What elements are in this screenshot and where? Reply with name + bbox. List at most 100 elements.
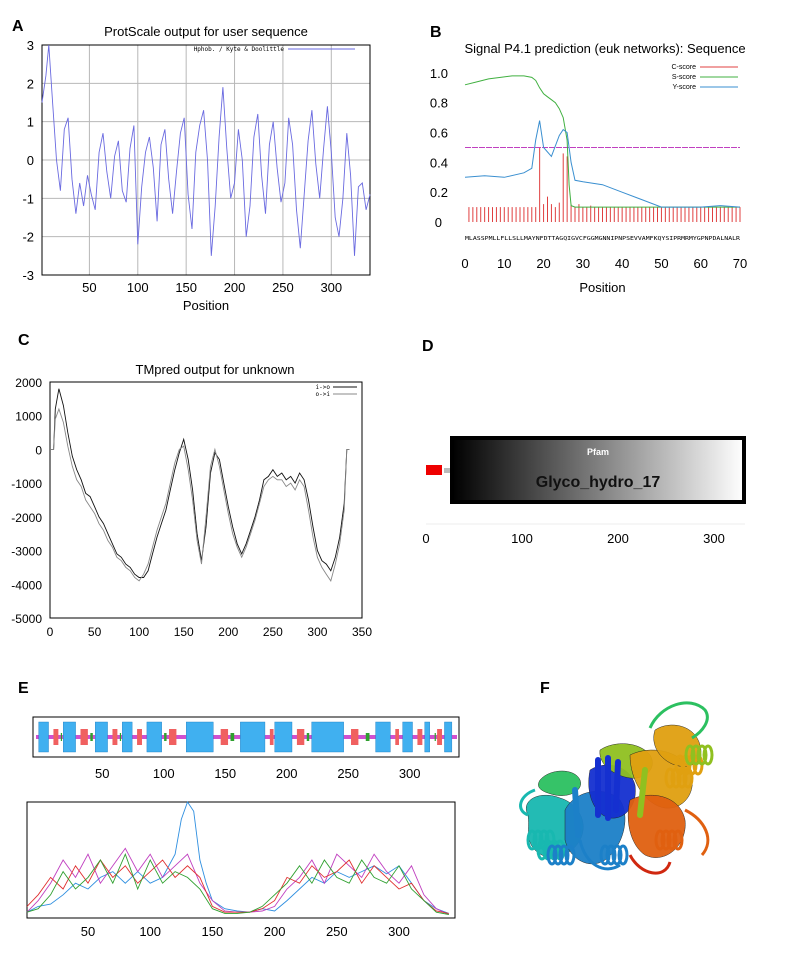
y-tick-label: 0.4 bbox=[430, 155, 448, 170]
chart-title: TMpred output for unknown bbox=[136, 362, 295, 377]
x-tick-label: 300 bbox=[703, 531, 725, 546]
helix-ribbon bbox=[654, 829, 666, 851]
helix-segment bbox=[375, 721, 391, 753]
panel-a-label: A bbox=[12, 18, 24, 35]
helix-ribbon bbox=[672, 829, 684, 851]
panel-f: F bbox=[480, 650, 800, 963]
turn-segment bbox=[306, 733, 310, 741]
helix-ribbon bbox=[546, 844, 558, 866]
tmpred-plot: TMpred output for unknown -5000 -4000 -3000… bbox=[11, 362, 372, 639]
turn-segment bbox=[365, 733, 370, 741]
y-tick-label: 3 bbox=[27, 38, 34, 53]
panel-b-label: B bbox=[430, 24, 442, 41]
strand-segment bbox=[220, 729, 229, 745]
secondary-structure-plot: 50 100 150 200 250 300 50 100 150 200 250 300 bbox=[26, 716, 460, 939]
x-tick-label: 50 bbox=[82, 280, 96, 295]
x-tick-label: 300 bbox=[307, 625, 327, 639]
loop-ribbon bbox=[519, 788, 536, 817]
helix-segment bbox=[122, 721, 133, 753]
x-tick-label: 300 bbox=[320, 280, 342, 295]
helix-ribbon bbox=[536, 839, 548, 861]
x-tick-label: 200 bbox=[224, 280, 246, 295]
legend-label: i->o bbox=[316, 384, 331, 391]
y-tick-label: -3000 bbox=[11, 545, 42, 559]
helix-ribbon bbox=[526, 829, 538, 851]
strand-segment bbox=[417, 729, 423, 745]
propensity-series-line bbox=[26, 847, 449, 915]
hydrophobicity-plot: ProtScale output for user sequence 50 100 1… bbox=[22, 24, 371, 313]
track-x-tick-label: 300 bbox=[399, 766, 421, 781]
loop-ribbon bbox=[684, 808, 710, 856]
helix-ribbon bbox=[696, 744, 708, 766]
helix-segment bbox=[186, 721, 214, 753]
y-tick-label: -4000 bbox=[11, 578, 42, 592]
loop-ribbon bbox=[628, 854, 672, 875]
y-tick-label: 1000 bbox=[15, 410, 42, 424]
panel-e: E 50 100 150 200 250 300 50 100 150 200 250 300 bbox=[0, 650, 480, 963]
turn-segment bbox=[119, 733, 122, 741]
x-tick-label: 40 bbox=[615, 256, 629, 271]
strand-segment bbox=[351, 729, 359, 745]
beta-strand-ribbon bbox=[572, 787, 581, 838]
helix-ribbon bbox=[684, 744, 696, 766]
x-tick-label: 50 bbox=[88, 625, 102, 639]
helix-segment bbox=[402, 721, 413, 753]
y-tick-label: -2 bbox=[22, 230, 34, 245]
strand-segment bbox=[137, 729, 142, 745]
legend-label: o->i bbox=[316, 391, 331, 398]
helix-segment bbox=[240, 721, 266, 753]
beta-strand-ribbon bbox=[613, 759, 621, 813]
helix-segment bbox=[95, 721, 108, 753]
tmpred-series-line bbox=[50, 388, 350, 578]
y-tick-label: 0 bbox=[35, 443, 42, 457]
plot-frame bbox=[26, 801, 456, 919]
track-x-tick-label: 150 bbox=[214, 766, 236, 781]
strand-segment bbox=[53, 729, 59, 745]
signal-peptide-segment bbox=[426, 465, 442, 475]
helix-segment bbox=[146, 721, 162, 753]
helix-segment bbox=[274, 721, 293, 753]
helix-ribbon bbox=[611, 844, 623, 866]
glyco-hydro-domain bbox=[450, 436, 746, 504]
y-tick-label: 0 bbox=[27, 153, 34, 168]
strand-segment bbox=[296, 729, 305, 745]
y-tick-label: -5000 bbox=[11, 612, 42, 626]
helix-segment bbox=[63, 721, 76, 753]
y-tick-label: 2000 bbox=[15, 376, 42, 390]
x-tick-label: 250 bbox=[263, 625, 283, 639]
strand-segment bbox=[169, 729, 177, 745]
panel-c: C TMpred output for unknown -5000 -4000 -30… bbox=[0, 330, 400, 650]
tmpred-series-line bbox=[50, 407, 350, 582]
panel-d-label: D bbox=[422, 338, 434, 355]
x-tick-label: 100 bbox=[139, 924, 161, 939]
protein-3d-structure bbox=[519, 701, 714, 875]
strand-segment bbox=[80, 729, 88, 745]
x-tick-label: 100 bbox=[127, 280, 149, 295]
x-tick-label: 350 bbox=[352, 625, 372, 639]
x-tick-label: 100 bbox=[511, 531, 533, 546]
x-tick-label: 10 bbox=[497, 256, 511, 271]
s-score-line bbox=[464, 75, 740, 208]
x-tick-label: 0 bbox=[47, 625, 54, 639]
x-tick-label: 100 bbox=[129, 625, 149, 639]
panel-e-label: E bbox=[18, 680, 29, 697]
helix-ribbon bbox=[664, 767, 676, 789]
helix-ribbon bbox=[564, 844, 576, 866]
x-tick-label: 0 bbox=[422, 531, 429, 546]
turn-segment bbox=[230, 733, 235, 741]
legend-label: Y-score bbox=[673, 84, 697, 91]
strand-segment bbox=[269, 729, 274, 745]
plot-frame bbox=[49, 381, 363, 619]
strand-segment bbox=[437, 729, 443, 745]
x-tick-label: 20 bbox=[536, 256, 550, 271]
strand-segment bbox=[395, 729, 399, 745]
helix-segment bbox=[38, 721, 49, 753]
x-tick-label: 300 bbox=[388, 924, 410, 939]
y-tick-label: -3 bbox=[22, 268, 34, 283]
x-tick-label: 60 bbox=[693, 256, 707, 271]
y-tick-label: 2 bbox=[27, 76, 34, 91]
x-tick-label: 150 bbox=[174, 625, 194, 639]
helix-ribbon bbox=[558, 844, 570, 866]
chart-title: ProtScale output for user sequence bbox=[104, 24, 308, 39]
y-tick-label: 0.2 bbox=[430, 185, 448, 200]
